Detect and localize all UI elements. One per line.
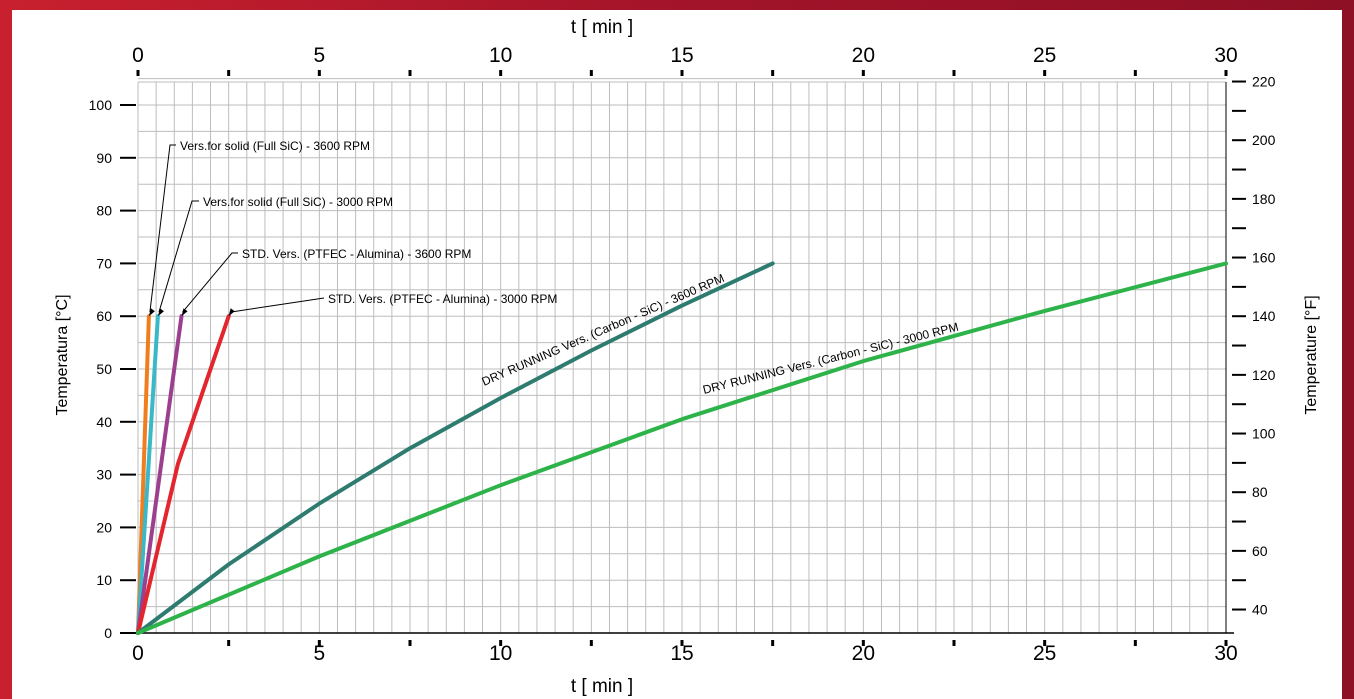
y-tick-label: 20 xyxy=(96,519,112,535)
right-tick-label: 220 xyxy=(1252,74,1276,90)
right-tick-label: 60 xyxy=(1252,543,1268,559)
annotation-leader xyxy=(229,297,325,313)
series-line-3 xyxy=(136,314,184,635)
y-tick-label: 100 xyxy=(89,97,113,113)
x-tick-label-top: 20 xyxy=(852,44,875,67)
right-tick-label: 200 xyxy=(1252,132,1276,148)
right-tick-label: 120 xyxy=(1252,367,1276,383)
annotation-arrowhead xyxy=(181,308,188,317)
bottom-axis-title: t [ min ] xyxy=(571,676,633,697)
series-line-2 xyxy=(136,314,160,635)
y-tick-label: 50 xyxy=(96,361,112,377)
x-tick-label-bottom: 25 xyxy=(1033,642,1056,665)
chart-series xyxy=(136,261,1228,635)
right-axis-title: Temperature [°F] xyxy=(1303,295,1320,414)
annotation-leader xyxy=(158,200,199,313)
y-tick-label: 70 xyxy=(96,255,112,271)
x-tick-label-top: 5 xyxy=(313,44,325,67)
x-tick-label-top: 25 xyxy=(1033,44,1056,67)
x-tick-label-bottom: 5 xyxy=(313,642,325,665)
x-tick-label-top: 30 xyxy=(1214,44,1237,67)
right-tick-label: 160 xyxy=(1252,250,1276,266)
series-inline-label: DRY RUNNING Vers. (Carbon - SiC) - 3600 … xyxy=(480,271,727,389)
x-tick-label-bottom: 30 xyxy=(1214,642,1237,665)
x-tick-label-bottom: 10 xyxy=(489,642,512,665)
annotation-label: STD. Vers. (PTFEC - Alumina) - 3600 RPM xyxy=(242,247,471,261)
annotation-arrowhead xyxy=(157,308,164,317)
right-tick-label: 40 xyxy=(1252,602,1268,618)
chart-grid xyxy=(137,78,1227,634)
annotation-label: Vers.for solid (Full SiC) - 3600 RPM xyxy=(180,139,370,153)
x-tick-label-bottom: 0 xyxy=(132,642,144,665)
y-tick-label: 30 xyxy=(96,467,112,483)
left-axis-title: Temperatura [°C] xyxy=(54,294,71,415)
y-tick-label: 80 xyxy=(96,203,112,219)
annotation-arrowhead xyxy=(228,308,235,317)
right-tick-label: 140 xyxy=(1252,308,1276,324)
chart-ticks: 0 0 5 5 10 10 15 15 20 20 25 25 30 30 0 10 20 30 40 50 60 70 8… xyxy=(89,44,1276,665)
series-line-6 xyxy=(136,261,1228,635)
series-line-5 xyxy=(136,261,775,635)
right-tick-label: 100 xyxy=(1252,426,1276,442)
annotation-label: Vers.for solid (Full SiC) - 3000 RPM xyxy=(203,195,393,209)
right-tick-label: 180 xyxy=(1252,191,1276,207)
y-tick-label: 10 xyxy=(96,572,112,588)
series-inline-label: DRY RUNNING Vers. (Carbon - SiC) - 3000 … xyxy=(701,320,960,397)
temperature-time-chart: 0 0 5 5 10 10 15 15 20 20 25 25 30 30 0 10 20 30 40 50 60 70 8… xyxy=(54,17,1320,697)
y-tick-label: 90 xyxy=(96,150,112,166)
x-tick-label-top: 15 xyxy=(670,44,693,67)
x-tick-label-bottom: 20 xyxy=(852,642,875,665)
y-tick-label: 40 xyxy=(96,414,112,430)
annotation-label: STD. Vers. (PTFEC - Alumina) - 3000 RPM xyxy=(328,292,557,306)
x-tick-label-bottom: 15 xyxy=(670,642,693,665)
annotation-arrowhead xyxy=(148,308,155,317)
annotation-leader xyxy=(182,252,238,313)
top-axis-title: t [ min ] xyxy=(571,17,633,38)
right-tick-label: 80 xyxy=(1252,484,1268,500)
annotation-leader xyxy=(149,144,176,313)
y-tick-label: 0 xyxy=(104,625,112,641)
series-line-4 xyxy=(136,314,231,635)
y-tick-label: 60 xyxy=(96,308,112,324)
x-tick-label-top: 0 xyxy=(132,44,144,67)
chart-annotations: Vers.for solid (Full SiC) - 3600 RPM Vers… xyxy=(148,139,960,397)
chart-panel: 0 0 5 5 10 10 15 15 20 20 25 25 30 30 0 10 20 30 40 50 60 70 8… xyxy=(12,10,1342,699)
x-tick-label-top: 10 xyxy=(489,44,512,67)
